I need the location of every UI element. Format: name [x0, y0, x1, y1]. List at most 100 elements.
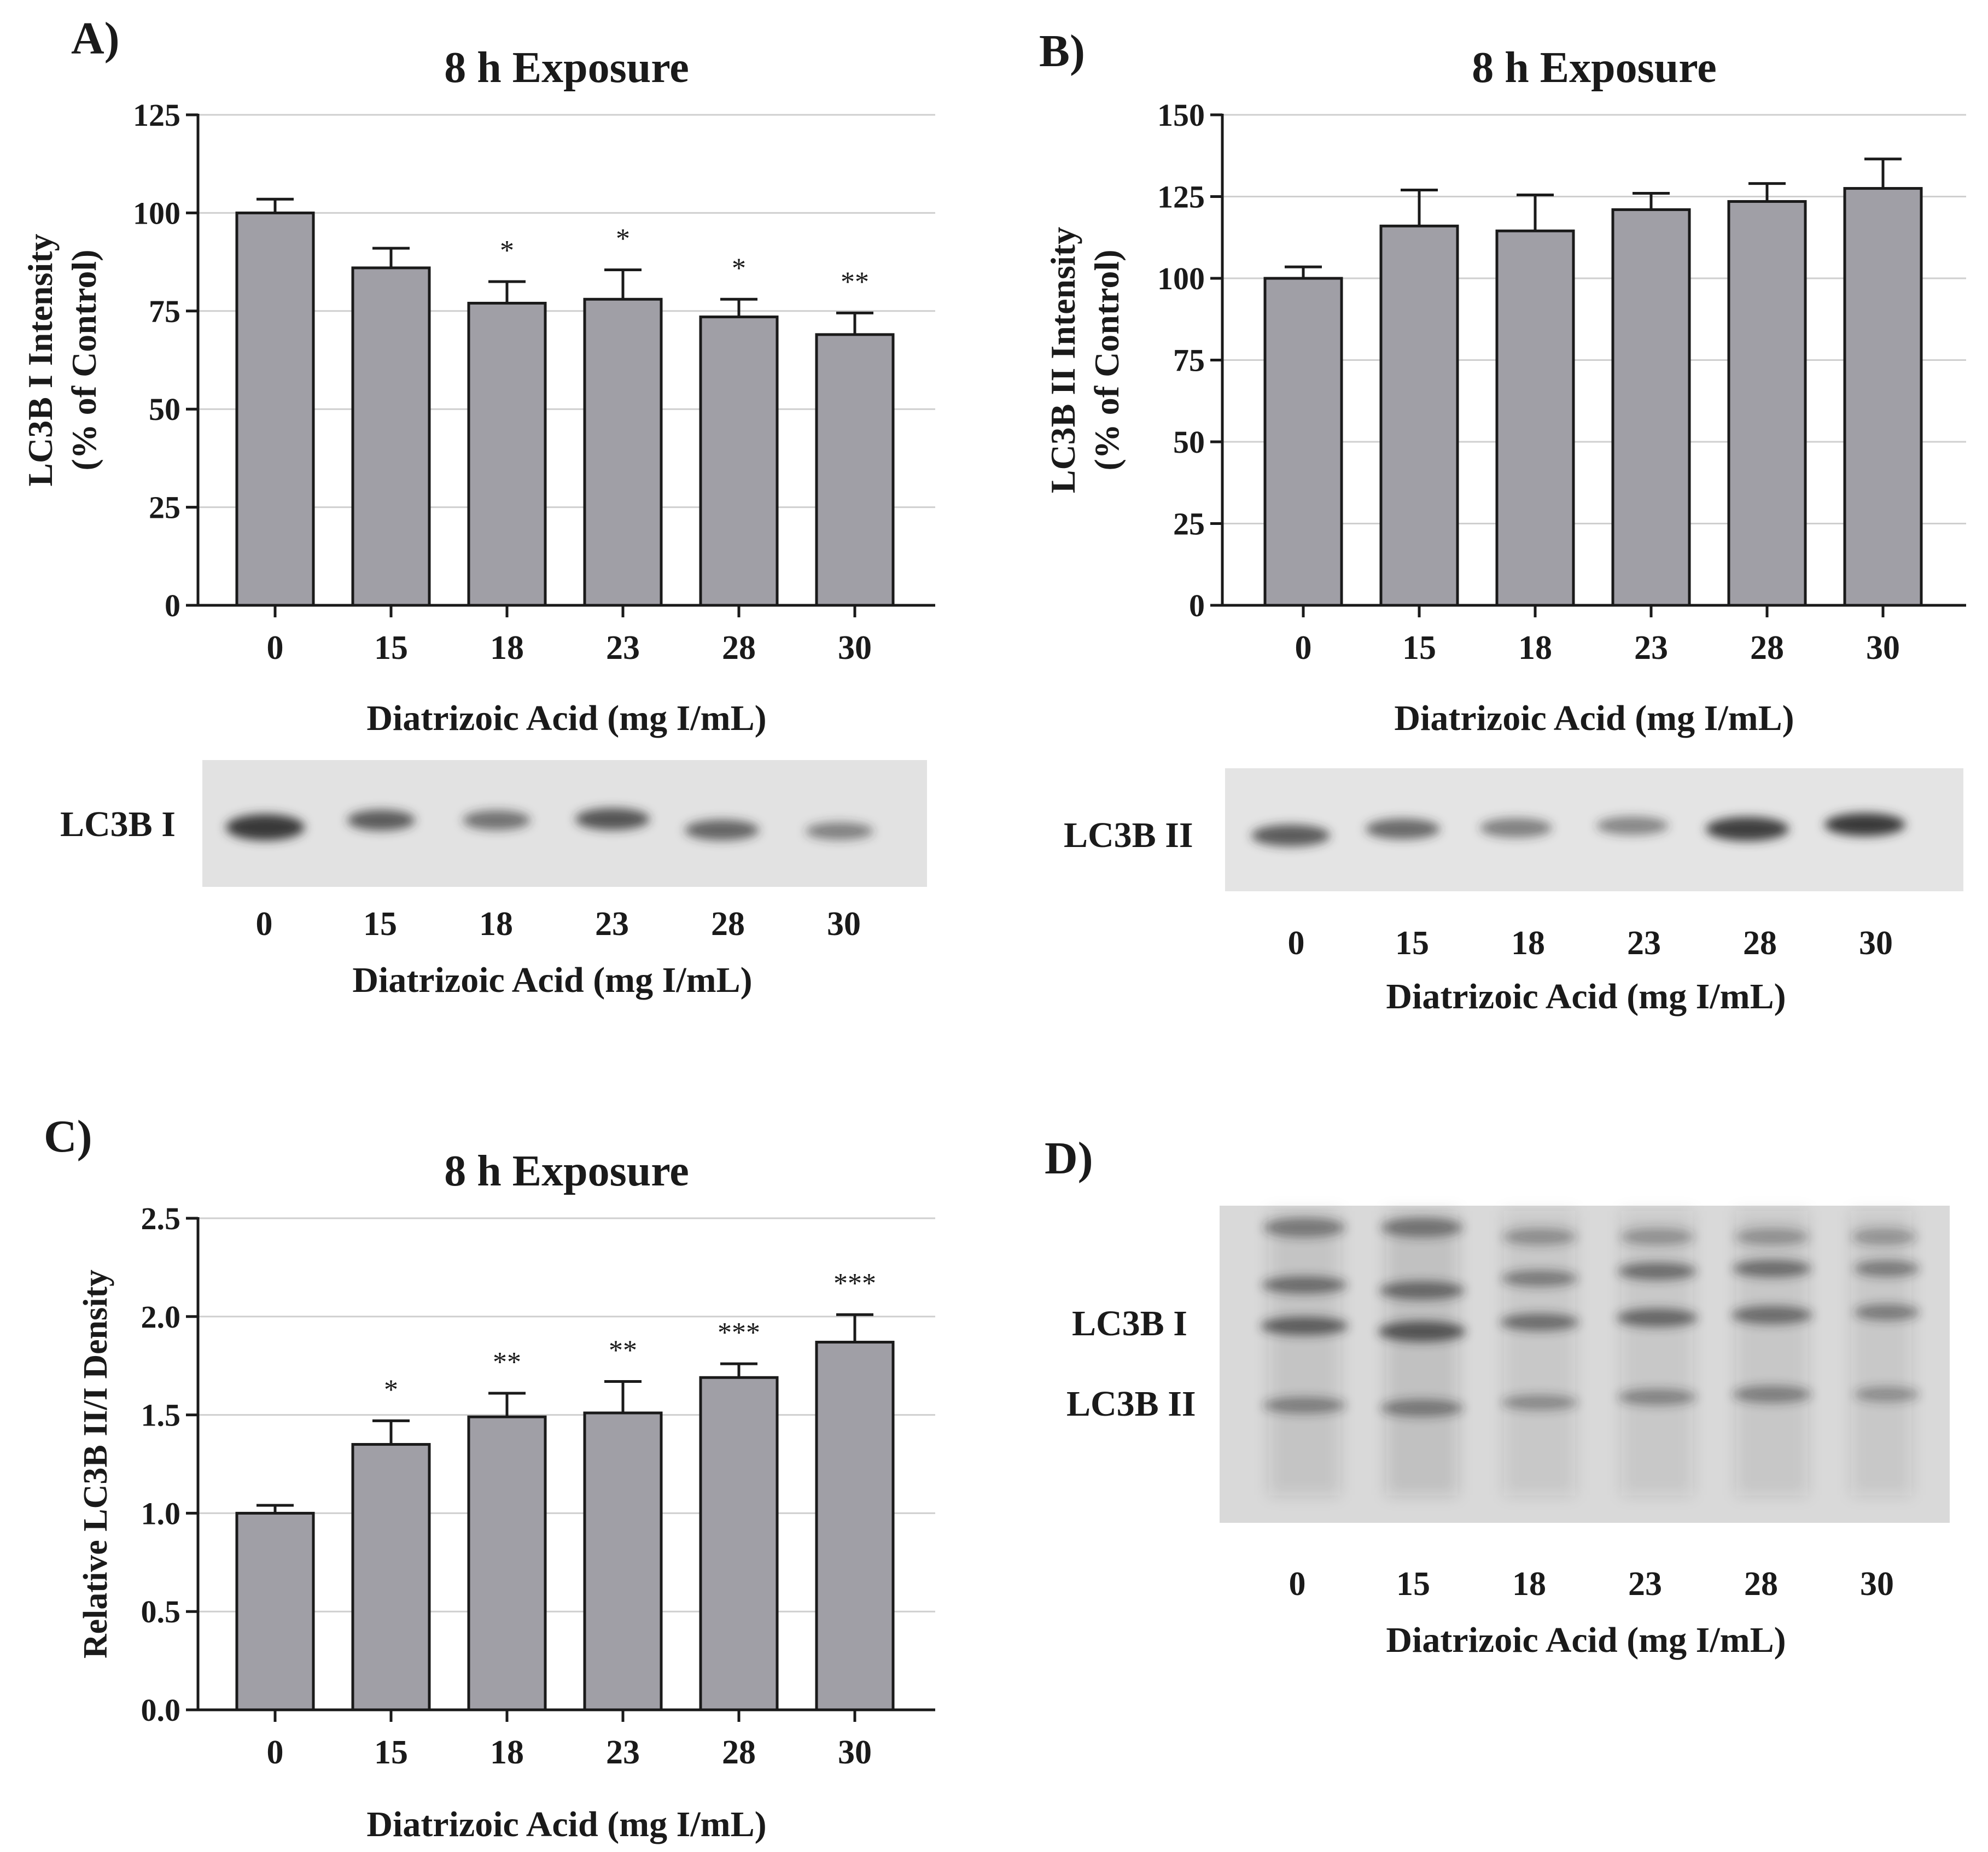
blot-b-lane-label: 15	[1395, 925, 1429, 962]
significance-marker-a: *	[616, 223, 630, 254]
x-tick-label-b: 15	[1402, 629, 1436, 667]
bar-b-23	[1611, 208, 1691, 607]
x-tick-label-a: 0	[267, 629, 284, 667]
x-tick-label-c: 23	[606, 1734, 640, 1771]
y-tick-label-a: 50	[149, 392, 180, 427]
significance-marker-c: ***	[833, 1268, 876, 1299]
y-tick-label-b: 0	[1189, 588, 1205, 623]
y-axis-label-b: LC3B II Intensity	[1043, 227, 1082, 493]
y-tick-label-c: 2.5	[141, 1201, 181, 1236]
x-tick-label-c: 28	[722, 1734, 756, 1771]
blot-a-band-label: LC3B I	[60, 804, 176, 844]
y-tick-label-b: 25	[1173, 506, 1205, 542]
y-tick-label-c: 0.5	[141, 1594, 181, 1629]
blot-b-lane-label: 0	[1287, 925, 1305, 962]
panel-letter-a: A)	[71, 13, 120, 64]
blot-d-lane-label: 18	[1512, 1565, 1546, 1603]
y-axis-label-a: LC3B I Intensity	[21, 233, 60, 486]
y-tick-label-a: 125	[133, 97, 180, 133]
significance-marker-a: *	[500, 235, 514, 266]
blot-a-lane-label: 30	[827, 905, 861, 943]
bar-c-0	[235, 1511, 315, 1711]
chart-title-c: 8 h Exposure	[444, 1147, 689, 1195]
y-tick-label-b: 100	[1157, 261, 1205, 296]
bar-a-23	[583, 297, 663, 607]
chart-title-a: 8 h Exposure	[444, 44, 689, 92]
y-tick-label-c: 1.5	[141, 1398, 181, 1433]
y-tick-label-c: 0.0	[141, 1692, 181, 1728]
bar-b-18	[1495, 229, 1575, 607]
blot-d-xlabel: Diatrizoic Acid (mg I/mL)	[1386, 1620, 1786, 1660]
y-tick-label-c: 2.0	[141, 1299, 181, 1335]
blot-a-lane-label: 23	[595, 905, 629, 943]
y-tick-label-a: 0	[165, 588, 180, 623]
x-tick-label-a: 28	[722, 629, 756, 667]
bar-b-15	[1379, 224, 1459, 607]
y-tick-label-b: 125	[1157, 179, 1205, 215]
bar-c-23	[583, 1411, 663, 1711]
significance-marker-c: **	[609, 1335, 637, 1366]
y-tick-label-b: 150	[1157, 97, 1205, 133]
y-tick-label-a: 25	[149, 490, 180, 525]
blot-a-lane-label: 0	[255, 905, 273, 943]
blot-b-lane-label: 23	[1627, 925, 1661, 962]
blot-a-lane-label: 18	[479, 905, 513, 943]
x-tick-label-a: 18	[490, 629, 524, 667]
significance-marker-c: **	[493, 1347, 521, 1378]
panel-letter-d: D)	[1045, 1133, 1093, 1184]
y-axis-label-c: Relative LC3B II/I Density	[77, 1270, 114, 1658]
y-axis-label-line2-a: (% of Control)	[65, 249, 103, 470]
blot-b-lane-label: 28	[1743, 925, 1777, 962]
x-tick-label-b: 30	[1866, 629, 1900, 667]
x-tick-label-b: 18	[1518, 629, 1552, 667]
blot-d-lane-label: 0	[1289, 1565, 1306, 1603]
bar-a-30	[815, 333, 895, 607]
bar-a-15	[351, 266, 431, 607]
significance-marker-a: **	[841, 266, 869, 297]
bar-a-18	[467, 301, 547, 607]
bar-b-0	[1263, 277, 1343, 607]
blot-d-lane-label: 28	[1744, 1565, 1778, 1603]
bar-b-28	[1727, 200, 1807, 607]
blot-a-xlabel: Diatrizoic Acid (mg I/mL)	[352, 960, 753, 1000]
x-tick-label-c: 0	[267, 1734, 284, 1771]
bar-a-28	[699, 316, 779, 607]
blot-b-xlabel: Diatrizoic Acid (mg I/mL)	[1386, 977, 1786, 1016]
bar-c-18	[467, 1415, 547, 1711]
bar-b-30	[1843, 187, 1923, 607]
significance-marker-a: *	[732, 253, 746, 284]
blot-a-lane-label: 15	[363, 905, 397, 943]
blot-d-lane-label: 23	[1628, 1565, 1662, 1603]
significance-marker-c: ***	[718, 1317, 760, 1348]
blot-b-lane-label: 18	[1511, 925, 1545, 962]
y-tick-label-b: 75	[1173, 343, 1205, 378]
bar-a-0	[235, 211, 315, 607]
y-tick-label-b: 50	[1173, 424, 1205, 460]
bar-c-28	[699, 1376, 779, 1711]
blot-a-lane-label: 28	[711, 905, 745, 943]
x-tick-label-a: 30	[838, 629, 872, 667]
blot-d-band-label-lc3b-ii: LC3B II	[1066, 1384, 1196, 1424]
western-blot-a	[202, 760, 927, 887]
x-axis-label-c: Diatrizoic Acid (mg I/mL)	[366, 1804, 766, 1844]
x-tick-label-b: 0	[1295, 629, 1312, 667]
western-blot-d	[1220, 1206, 1950, 1523]
bar-c-30	[815, 1341, 895, 1711]
significance-marker-c: *	[384, 1374, 398, 1405]
x-tick-label-a: 23	[606, 629, 640, 667]
y-axis-label-line2-b: (% of Control)	[1087, 249, 1126, 470]
panel-letter-b: B)	[1039, 26, 1085, 77]
bar-c-15	[351, 1443, 431, 1711]
x-axis-label-b: Diatrizoic Acid (mg I/mL)	[1394, 698, 1794, 738]
blot-b-band-label: LC3B II	[1064, 815, 1193, 855]
y-tick-label-a: 100	[133, 195, 180, 231]
blot-d-lane-label: 30	[1860, 1565, 1894, 1603]
x-tick-label-c: 30	[838, 1734, 872, 1771]
x-tick-label-a: 15	[374, 629, 408, 667]
blot-d-lane-label: 15	[1396, 1565, 1430, 1603]
x-tick-label-b: 23	[1634, 629, 1668, 667]
x-tick-label-c: 15	[374, 1734, 408, 1771]
x-tick-label-c: 18	[490, 1734, 524, 1771]
chart-title-b: 8 h Exposure	[1472, 44, 1717, 92]
